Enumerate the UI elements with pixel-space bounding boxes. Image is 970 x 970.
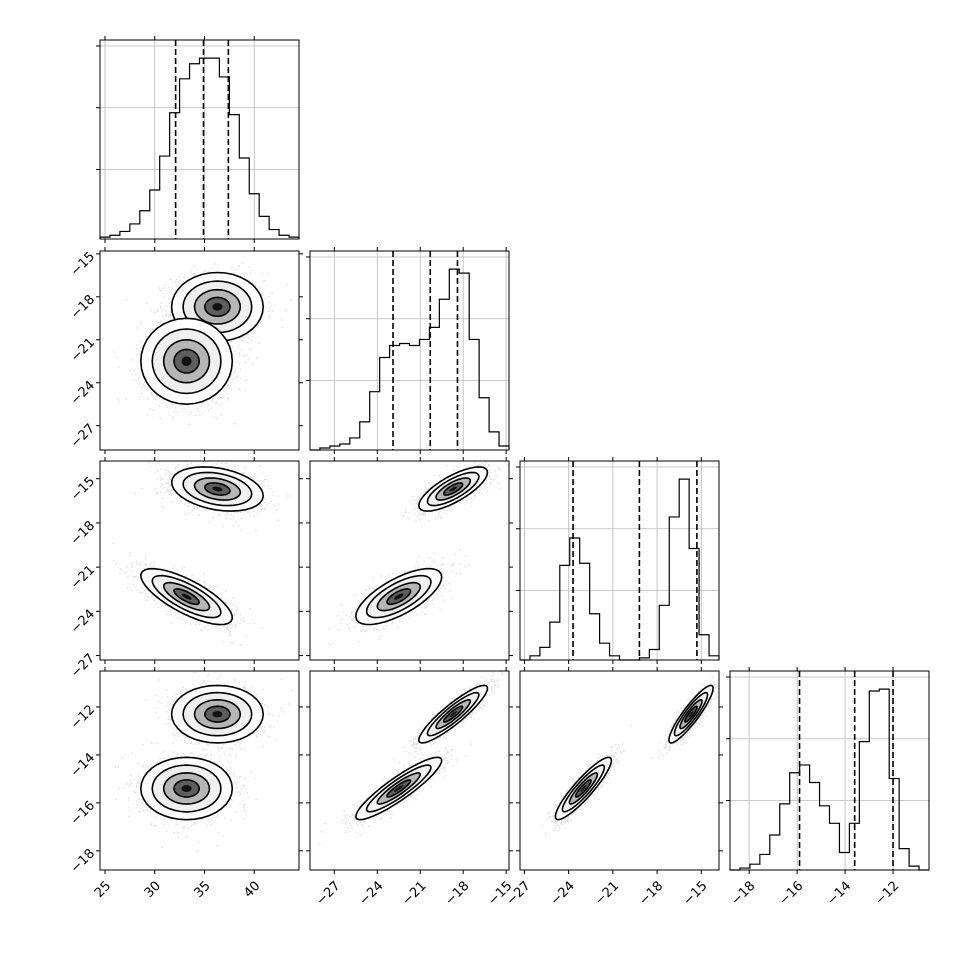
x-tick-label: −24 — [548, 879, 578, 909]
contour-level — [394, 785, 404, 792]
x-tick-label: −18 — [636, 879, 666, 909]
histogram-step — [310, 268, 510, 451]
x-tick-label: −14 — [824, 879, 854, 909]
histogram-step — [520, 478, 720, 661]
x-tick-label: −15 — [681, 879, 711, 909]
density-area — [319, 671, 507, 845]
y-tick-label: −18 — [68, 518, 98, 548]
contour-level — [181, 593, 192, 600]
y-tick-label: −12 — [68, 702, 98, 732]
panel-frame — [309, 250, 510, 451]
density-area — [115, 671, 293, 852]
x-tick-label: −16 — [776, 879, 806, 909]
panel-frame — [309, 670, 510, 871]
contour-level — [688, 711, 694, 718]
density-area — [113, 262, 293, 425]
density-area — [112, 461, 289, 646]
contour-level — [212, 303, 223, 311]
x-tick-label: 25 — [92, 879, 114, 901]
y-tick-label: −24 — [68, 378, 98, 408]
histogram-step — [99, 57, 300, 239]
density-panel-4-2 — [306, 667, 513, 874]
y-tick-label: −18 — [68, 846, 98, 876]
x-tick-label: 35 — [191, 879, 213, 901]
y-tick-label: −24 — [68, 607, 98, 637]
density-panel-4-1 — [96, 667, 303, 874]
contour-level — [181, 356, 192, 366]
contour-level — [580, 785, 587, 792]
x-tick-label: −24 — [357, 879, 387, 909]
contour-level — [394, 593, 404, 600]
x-tick-label: −12 — [872, 879, 902, 909]
hist-panel-4 — [726, 667, 930, 874]
x-tick-label: −21 — [399, 879, 429, 909]
panel-frame — [99, 39, 300, 240]
panel-frame — [99, 250, 300, 451]
contour-level — [212, 711, 223, 718]
density-panel-4-3 — [516, 667, 723, 874]
y-tick-label: −16 — [68, 798, 98, 828]
density-panel-3-2 — [306, 457, 513, 664]
x-tick-label: −18 — [442, 879, 472, 909]
panel-frame — [99, 460, 300, 661]
density-panel-2-1 — [96, 247, 303, 454]
y-tick-label: −14 — [68, 750, 98, 780]
x-tick-label: 30 — [142, 879, 164, 901]
y-tick-label: −15 — [68, 474, 98, 504]
scatter-points — [328, 461, 509, 646]
panel-frame — [519, 460, 720, 661]
contour-level — [181, 785, 192, 792]
y-tick-label: −27 — [68, 651, 98, 681]
y-tick-label: −18 — [68, 292, 98, 322]
density-area — [541, 676, 719, 838]
y-tick-label: −27 — [68, 421, 98, 451]
hist-panel-3 — [516, 457, 720, 664]
histogram-step — [730, 688, 929, 871]
contour-level — [212, 486, 223, 492]
contour-level — [449, 711, 457, 718]
x-tick-label: −27 — [314, 879, 344, 909]
hist-panel-1 — [96, 36, 300, 243]
panel-frame — [729, 670, 930, 871]
hist-panel-2 — [306, 247, 510, 454]
contour-level — [449, 486, 457, 492]
y-tick-label: −21 — [68, 335, 98, 365]
x-tick-label: 40 — [241, 879, 263, 901]
scatter-points — [112, 461, 289, 646]
x-tick-label: −18 — [728, 879, 758, 909]
panel-frame — [519, 670, 720, 871]
density-panel-3-1 — [96, 457, 303, 664]
x-tick-label: −21 — [592, 879, 622, 909]
y-tick-label: −21 — [68, 563, 98, 593]
panel-frame — [99, 670, 300, 871]
panel-frame — [309, 460, 510, 661]
density-area — [328, 461, 509, 646]
y-tick-label: −15 — [68, 249, 98, 279]
